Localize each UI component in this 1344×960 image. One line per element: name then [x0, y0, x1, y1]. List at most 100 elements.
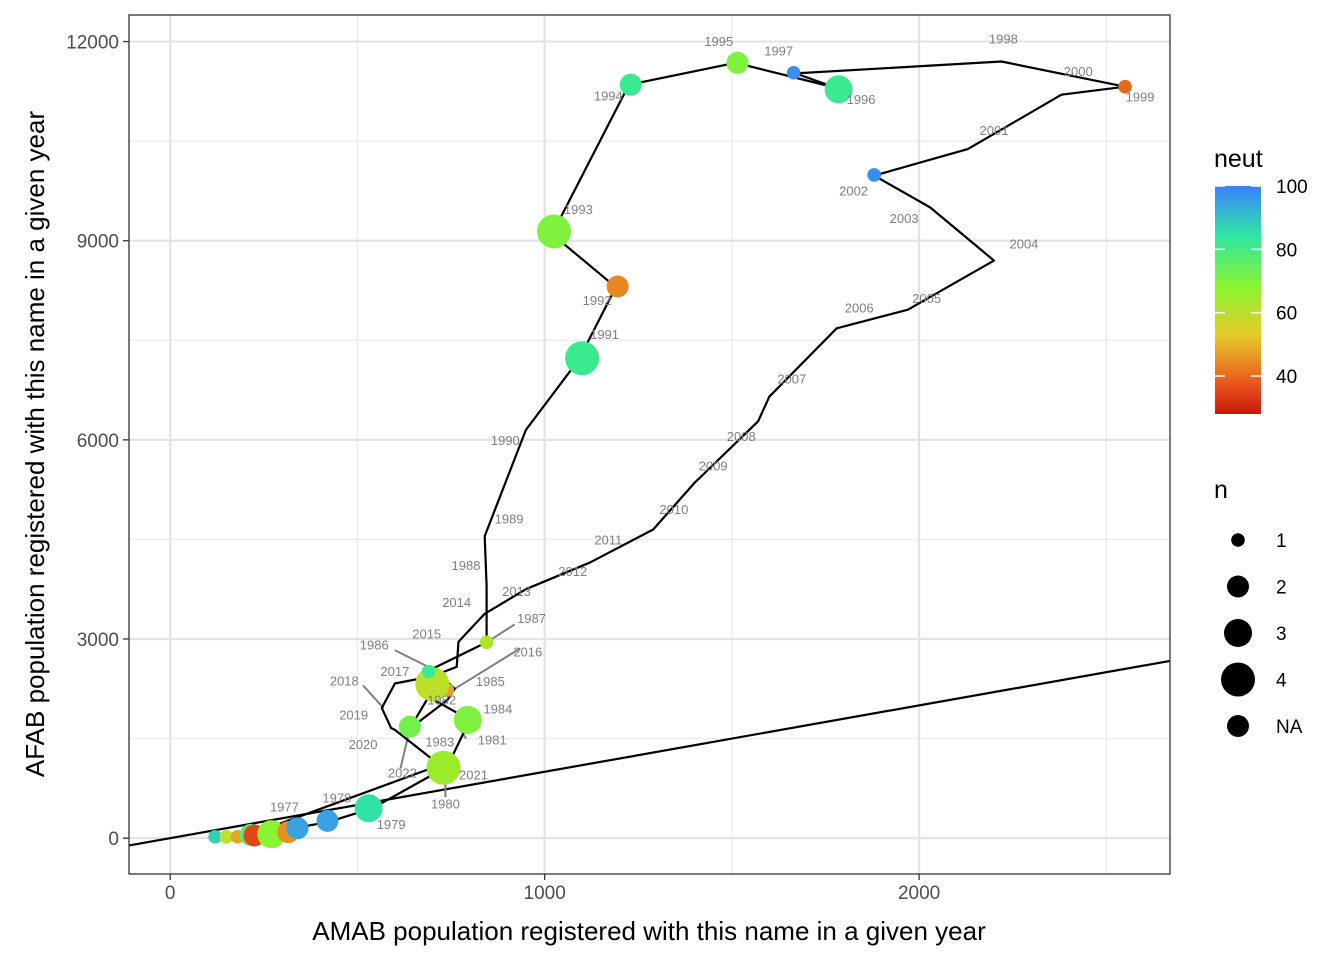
y-axis-ticks: 0 3000 6000 9000 12000	[66, 33, 129, 850]
panel-background	[129, 15, 1170, 874]
year-label: 1988	[452, 558, 481, 573]
panel-border	[128, 14, 1171, 875]
data-point	[426, 750, 461, 785]
year-label: 1983	[425, 735, 454, 750]
year-label: 2019	[339, 707, 368, 722]
year-label: 1980	[431, 796, 460, 811]
year-label: 1998	[989, 32, 1018, 47]
x-axis-title: AMAB population registered with this nam…	[312, 916, 986, 946]
year-label: 1977	[270, 800, 299, 815]
x-axis-ticks: 0 1000 2000	[165, 874, 940, 904]
year-label: 2004	[1009, 237, 1038, 252]
year-label: 2016	[513, 644, 542, 659]
year-label: 2009	[699, 458, 728, 473]
size-legend-label: 2	[1276, 578, 1287, 599]
size-legend-label: NA	[1276, 717, 1303, 738]
data-point	[537, 214, 572, 249]
year-label: 1984	[483, 701, 512, 716]
size-legend-key	[1227, 715, 1249, 737]
y-tick-label: 3000	[77, 630, 119, 651]
y-tick-label: 9000	[77, 232, 119, 253]
year-label: 1987	[517, 611, 546, 626]
x-tick-label: 0	[165, 883, 176, 904]
year-label: 2017	[380, 664, 409, 679]
data-point	[208, 830, 222, 844]
data-point	[1118, 79, 1132, 94]
data-point	[867, 168, 881, 182]
year-label: 2005	[912, 291, 941, 306]
year-label: 1979	[377, 817, 406, 832]
year-label: 1982	[427, 693, 456, 708]
color-legend-bar	[1215, 186, 1261, 414]
year-label: 1997	[764, 43, 793, 58]
color-legend: neut 100 80 60 40	[1214, 145, 1308, 414]
label-connector	[362, 684, 385, 709]
year-label: 2003	[890, 211, 919, 226]
data-point	[286, 817, 309, 840]
year-label: 2001	[980, 123, 1009, 138]
data-point	[606, 275, 629, 298]
color-legend-label: 80	[1276, 240, 1297, 261]
year-label: 2007	[777, 371, 806, 386]
data-point	[421, 664, 436, 679]
year-label: 2000	[1064, 64, 1093, 79]
year-label: 2008	[727, 429, 756, 444]
color-legend-label: 100	[1276, 177, 1308, 198]
year-label: 1992	[583, 293, 612, 308]
label-connector	[454, 647, 521, 690]
year-label: 1990	[491, 433, 520, 448]
year-label: 1995	[704, 34, 733, 49]
size-legend-label: 3	[1276, 624, 1287, 645]
x-tick-label: 1000	[524, 883, 566, 904]
data-point	[398, 715, 421, 738]
year-label: 2006	[845, 300, 874, 315]
data-point	[257, 820, 286, 849]
year-label: 1978	[322, 790, 351, 805]
year-label: 1993	[564, 202, 593, 217]
year-label: 1999	[1126, 89, 1155, 104]
data-point	[824, 75, 853, 104]
color-legend-label: 40	[1276, 367, 1297, 388]
size-legend-key	[1227, 575, 1249, 598]
year-label: 2014	[442, 595, 471, 610]
size-legend-label: 4	[1276, 671, 1287, 692]
y-tick-label: 12000	[66, 33, 119, 54]
year-label: 2011	[594, 533, 622, 548]
data-point	[453, 705, 482, 734]
grid	[129, 15, 1170, 874]
year-labels: 1977 1978 1979 1980 1981 1982 1983 1984 1985 1986…	[270, 32, 1155, 832]
data-point	[479, 635, 494, 650]
year-label: 2021	[459, 768, 488, 783]
data-point	[726, 51, 749, 74]
data-point	[219, 830, 234, 844]
year-label: 1981	[478, 733, 507, 748]
x-tick-label: 2000	[898, 883, 940, 904]
size-legend-title: n	[1214, 476, 1228, 504]
year-label: 2018	[330, 673, 359, 688]
year-label: 1994	[594, 89, 623, 104]
color-legend-ticks: 100 80 60 40	[1215, 177, 1308, 388]
year-label: 2015	[412, 626, 441, 641]
y-axis-title: AFAB population registered with this nam…	[20, 111, 50, 778]
data-point	[354, 794, 383, 823]
size-legend-keys: 1 2 3 4 NA	[1221, 531, 1303, 738]
data-point	[316, 809, 339, 832]
data-point	[619, 73, 642, 96]
year-label: 2012	[558, 564, 587, 579]
color-legend-title: neut	[1214, 145, 1263, 173]
year-label: 1986	[360, 638, 389, 653]
year-label: 2010	[659, 502, 688, 517]
year-label: 1996	[847, 92, 876, 107]
size-legend: n 1 2 3 4 NA	[1214, 476, 1303, 738]
color-legend-label: 60	[1276, 304, 1297, 325]
y-tick-label: 0	[108, 829, 119, 850]
year-label: 2022	[388, 766, 417, 781]
size-legend-key	[1231, 533, 1245, 547]
size-legend-key	[1224, 619, 1252, 647]
year-label: 2002	[839, 184, 868, 199]
year-label: 1989	[495, 511, 524, 526]
data-point	[786, 65, 801, 80]
data-points	[208, 51, 1132, 849]
year-label: 2020	[349, 737, 378, 752]
